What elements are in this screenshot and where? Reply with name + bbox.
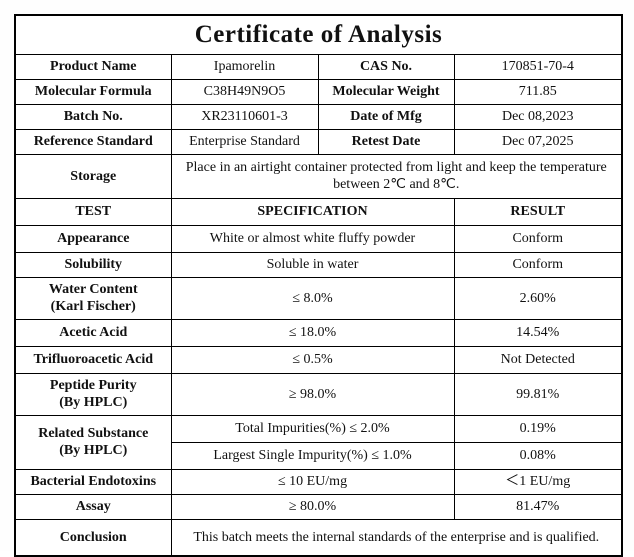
total-impurities-spec: Total Impurities(%) ≤ 2.0%	[170, 415, 455, 443]
solubility-result: Conform	[453, 252, 623, 278]
assay-spec: ≥ 80.0%	[170, 494, 455, 520]
solubility-label: Solubility	[14, 252, 172, 278]
bacterial-endotoxins-spec: ≤ 10 EU/mg	[170, 469, 455, 495]
table-row: Acetic Acid ≤ 18.0% 14.54%	[14, 319, 623, 347]
storage-value-line1: Place in an airtight container protected…	[185, 159, 607, 175]
trifluoroacetic-acid-spec: ≤ 0.5%	[170, 346, 455, 374]
storage-value-line2: between 2℃ and 8℃.	[333, 176, 460, 192]
table-row: Solubility Soluble in water Conform	[14, 252, 623, 278]
reference-standard-label: Reference Standard	[14, 129, 172, 155]
largest-single-impurity-spec: Largest Single Impurity(%) ≤ 1.0%	[170, 442, 455, 470]
table-row: Molecular Formula C38H49N9O5 Molecular W…	[14, 79, 623, 105]
acetic-acid-label: Acetic Acid	[14, 319, 172, 347]
table-row: Bacterial Endotoxins ≤ 10 EU/mg ＜1 EU/mg	[14, 469, 623, 495]
related-substance-label: Related Substance (By HPLC)	[14, 415, 172, 470]
table-row: Largest Single Impurity(%) ≤ 1.0% 0.08%	[15, 442, 623, 470]
largest-single-impurity-result: 0.08%	[453, 442, 623, 470]
appearance-result: Conform	[453, 225, 623, 253]
appearance-label: Appearance	[14, 225, 172, 253]
related-substance-label-line2: (By HPLC)	[59, 442, 128, 458]
water-content-label: Water Content (Karl Fischer)	[14, 277, 172, 320]
solubility-spec: Soluble in water	[170, 252, 455, 278]
date-of-mfg-label: Date of Mfg	[317, 104, 455, 130]
batch-no-value: XR23110601-3	[170, 104, 319, 130]
specification-column-header: SPECIFICATION	[170, 198, 455, 226]
storage-row: Storage Place in an airtight container p…	[14, 154, 623, 199]
product-name-label: Product Name	[14, 54, 172, 80]
storage-value: Place in an airtight container protected…	[170, 154, 623, 199]
peptide-purity-label: Peptide Purity (By HPLC)	[14, 373, 172, 416]
reference-standard-value: Enterprise Standard	[170, 129, 319, 155]
water-content-result: 2.60%	[453, 277, 623, 320]
table-row: Trifluoroacetic Acid ≤ 0.5% Not Detected	[14, 346, 623, 374]
table-row: Assay ≥ 80.0% 81.47%	[14, 494, 623, 520]
peptide-purity-spec: ≥ 98.0%	[170, 373, 455, 416]
result-column-header: RESULT	[453, 198, 623, 226]
water-content-spec: ≤ 8.0%	[170, 277, 455, 320]
cas-no-label: CAS No.	[317, 54, 455, 80]
table-row: Product Name Ipamorelin CAS No. 170851-7…	[14, 54, 623, 80]
cas-no-value: 170851-70-4	[453, 54, 623, 80]
trifluoroacetic-acid-result: Not Detected	[453, 346, 623, 374]
bacterial-endotoxins-label: Bacterial Endotoxins	[14, 469, 172, 495]
table-row: Peptide Purity (By HPLC) ≥ 98.0% 99.81%	[14, 373, 623, 416]
peptide-purity-result: 99.81%	[453, 373, 623, 416]
acetic-acid-spec: ≤ 18.0%	[170, 319, 455, 347]
product-name-value: Ipamorelin	[170, 54, 319, 80]
molecular-formula-label: Molecular Formula	[14, 79, 172, 105]
table-row: Water Content (Karl Fischer) ≤ 8.0% 2.60…	[14, 277, 623, 320]
appearance-spec: White or almost white fluffy powder	[170, 225, 455, 253]
total-impurities-result: 0.19%	[453, 415, 623, 443]
table-row: Related Substance (By HPLC) Total Impuri…	[14, 415, 623, 470]
peptide-purity-label-line1: Peptide Purity	[49, 377, 137, 393]
molecular-weight-label: Molecular Weight	[317, 79, 455, 105]
assay-result: 81.47%	[453, 494, 623, 520]
molecular-weight-value: 711.85	[453, 79, 623, 105]
conclusion-row: Conclusion This batch meets the internal…	[14, 519, 623, 557]
coa-table: Certificate of Analysis Product Name Ipa…	[14, 14, 623, 557]
table-row: Batch No. XR23110601-3 Date of Mfg Dec 0…	[14, 104, 623, 130]
retest-date-label: Retest Date	[317, 129, 455, 155]
storage-label: Storage	[14, 154, 172, 199]
date-of-mfg-value: Dec 08,2023	[453, 104, 623, 130]
trifluoroacetic-acid-label: Trifluoroacetic Acid	[14, 346, 172, 374]
assay-label: Assay	[14, 494, 172, 520]
bacterial-endotoxins-result: ＜1 EU/mg	[453, 469, 623, 495]
retest-date-value: Dec 07,2025	[453, 129, 623, 155]
conclusion-value: This batch meets the internal standards …	[170, 519, 623, 557]
test-column-header: TEST	[14, 198, 172, 226]
table-row: Appearance White or almost white fluffy …	[14, 225, 623, 253]
water-content-label-line2: (Karl Fischer)	[50, 298, 136, 314]
batch-no-label: Batch No.	[14, 104, 172, 130]
test-header-row: TEST SPECIFICATION RESULT	[14, 198, 623, 226]
related-substance-label-line1: Related Substance	[38, 425, 149, 441]
page-title: Certificate of Analysis	[14, 14, 623, 55]
molecular-formula-value: C38H49N9O5	[170, 79, 319, 105]
table-row: Reference Standard Enterprise Standard R…	[14, 129, 623, 155]
water-content-label-line1: Water Content	[48, 281, 138, 297]
title-row: Certificate of Analysis	[14, 14, 623, 55]
peptide-purity-label-line2: (By HPLC)	[59, 394, 128, 410]
acetic-acid-result: 14.54%	[453, 319, 623, 347]
